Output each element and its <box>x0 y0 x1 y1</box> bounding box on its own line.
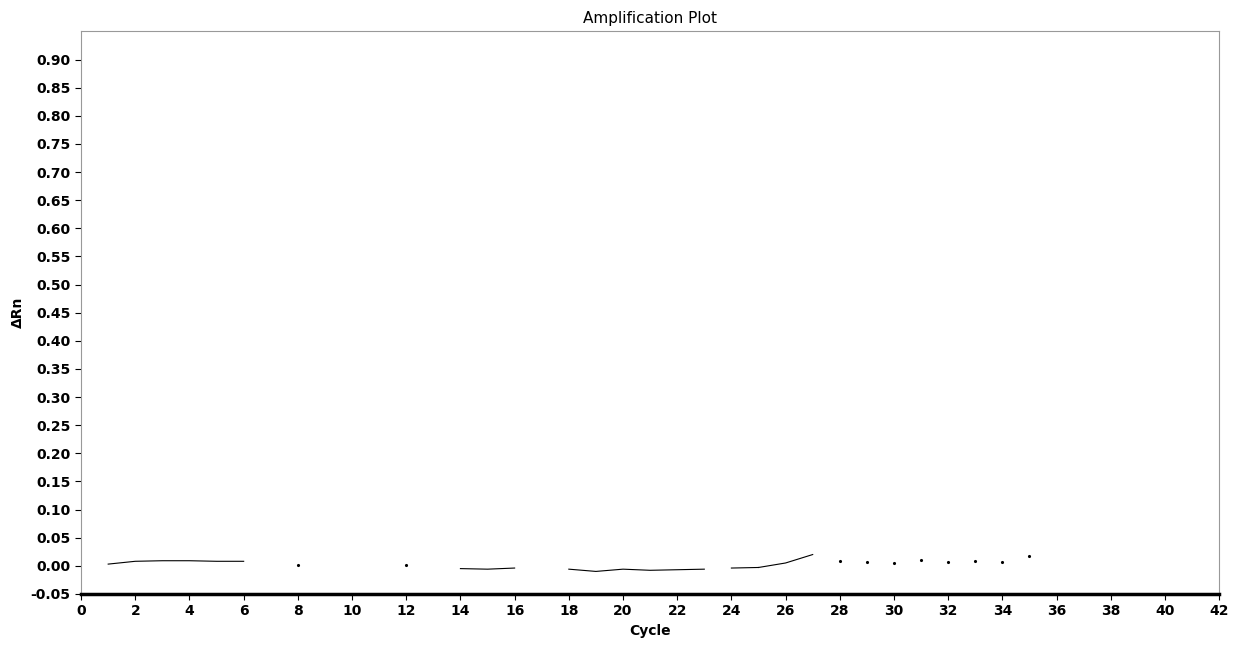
Title: Amplification Plot: Amplification Plot <box>583 11 717 26</box>
Y-axis label: ΔRn: ΔRn <box>11 297 25 328</box>
X-axis label: Cycle: Cycle <box>629 624 671 638</box>
